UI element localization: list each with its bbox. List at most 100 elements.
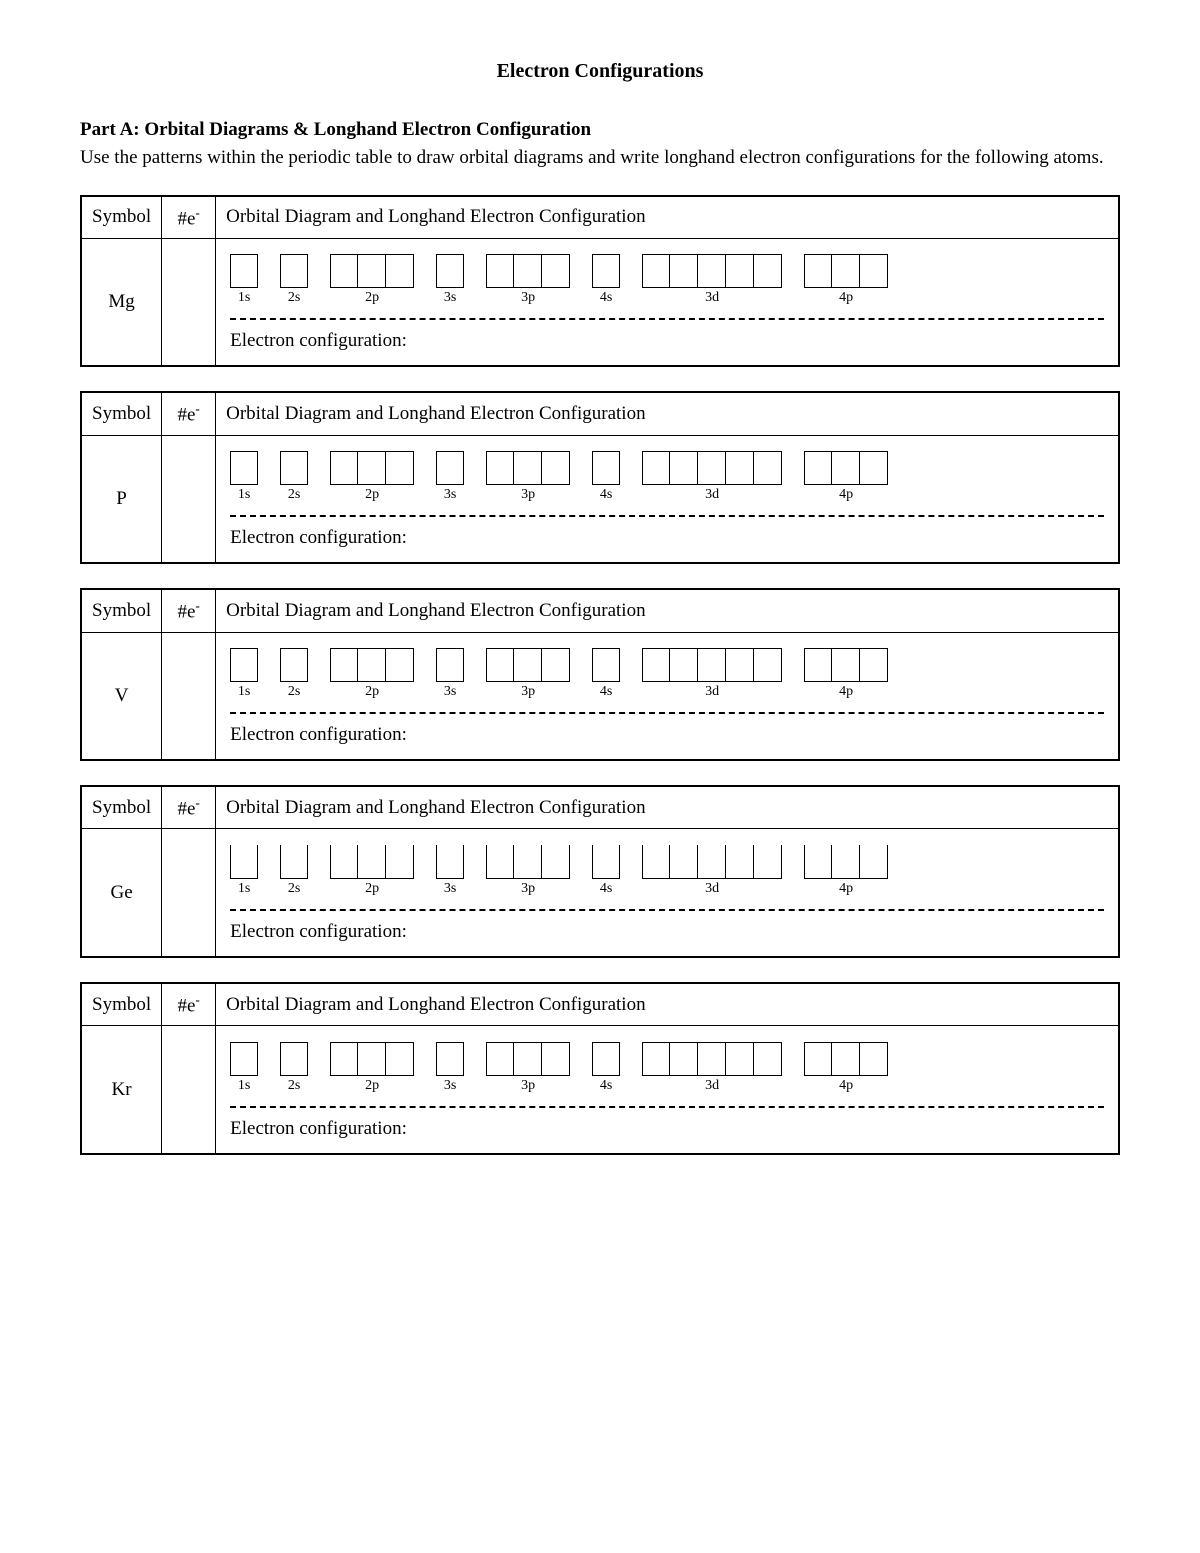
- orbital-box[interactable]: [670, 1042, 698, 1076]
- orbital-box[interactable]: [436, 254, 464, 288]
- orbital-box[interactable]: [832, 451, 860, 485]
- orbital-box[interactable]: [280, 845, 308, 879]
- orbital-box[interactable]: [698, 648, 726, 682]
- orbital-box[interactable]: [726, 648, 754, 682]
- orbital-box[interactable]: [804, 648, 832, 682]
- orbital-box[interactable]: [670, 451, 698, 485]
- orbital-box[interactable]: [230, 648, 258, 682]
- orbital-box[interactable]: [754, 1042, 782, 1076]
- electron-config-line[interactable]: Electron configuration:: [230, 517, 1104, 561]
- orbital-box[interactable]: [804, 451, 832, 485]
- orbital-box[interactable]: [486, 254, 514, 288]
- orbital-box[interactable]: [386, 451, 414, 485]
- orbital-box[interactable]: [514, 451, 542, 485]
- orbital-box[interactable]: [436, 451, 464, 485]
- orbital-box[interactable]: [436, 845, 464, 879]
- orbital-box[interactable]: [860, 845, 888, 879]
- orbital-box[interactable]: [514, 648, 542, 682]
- orbital-box[interactable]: [642, 1042, 670, 1076]
- orbital-box[interactable]: [486, 1042, 514, 1076]
- orbital-box[interactable]: [514, 1042, 542, 1076]
- orbital-box[interactable]: [230, 1042, 258, 1076]
- orbital-box[interactable]: [542, 845, 570, 879]
- orbital-box[interactable]: [330, 254, 358, 288]
- orbital-box[interactable]: [698, 254, 726, 288]
- orbital-box[interactable]: [386, 648, 414, 682]
- orbital-box[interactable]: [486, 845, 514, 879]
- num-e-cell[interactable]: [162, 1026, 216, 1154]
- orbital-box[interactable]: [280, 1042, 308, 1076]
- orbital-box[interactable]: [330, 1042, 358, 1076]
- orbital-box[interactable]: [754, 254, 782, 288]
- orbital-box[interactable]: [514, 254, 542, 288]
- num-e-cell[interactable]: [162, 435, 216, 563]
- orbital-box[interactable]: [542, 648, 570, 682]
- orbital-box[interactable]: [754, 648, 782, 682]
- orbital-box[interactable]: [670, 648, 698, 682]
- orbital-box[interactable]: [386, 845, 414, 879]
- orbital-box[interactable]: [860, 648, 888, 682]
- orbital-box[interactable]: [592, 254, 620, 288]
- orbital-box[interactable]: [358, 451, 386, 485]
- orbital-box[interactable]: [230, 451, 258, 485]
- orbital-box[interactable]: [280, 254, 308, 288]
- orbital-box[interactable]: [386, 254, 414, 288]
- orbital-box[interactable]: [832, 648, 860, 682]
- orbital-box[interactable]: [330, 845, 358, 879]
- orbital-box[interactable]: [486, 451, 514, 485]
- orbital-box[interactable]: [542, 451, 570, 485]
- orbital-box[interactable]: [436, 648, 464, 682]
- orbital-box[interactable]: [860, 451, 888, 485]
- orbital-box[interactable]: [330, 648, 358, 682]
- orbital-box[interactable]: [726, 1042, 754, 1076]
- orbital-box[interactable]: [436, 1042, 464, 1076]
- orbital-box[interactable]: [358, 648, 386, 682]
- num-e-cell[interactable]: [162, 632, 216, 760]
- orbital-box[interactable]: [832, 254, 860, 288]
- orbital-box[interactable]: [386, 1042, 414, 1076]
- orbital-box[interactable]: [698, 1042, 726, 1076]
- orbital-box[interactable]: [280, 451, 308, 485]
- num-e-cell[interactable]: [162, 829, 216, 957]
- orbital-box[interactable]: [280, 648, 308, 682]
- orbital-box[interactable]: [642, 254, 670, 288]
- orbital-box[interactable]: [726, 451, 754, 485]
- electron-config-line[interactable]: Electron configuration:: [230, 911, 1104, 955]
- orbital-box[interactable]: [592, 1042, 620, 1076]
- orbital-box[interactable]: [670, 845, 698, 879]
- orbital-box[interactable]: [642, 845, 670, 879]
- electron-config-line[interactable]: Electron configuration:: [230, 1108, 1104, 1152]
- orbital-box[interactable]: [754, 845, 782, 879]
- orbital-box[interactable]: [592, 648, 620, 682]
- orbital-box[interactable]: [642, 451, 670, 485]
- orbital-box[interactable]: [592, 451, 620, 485]
- orbital-box[interactable]: [754, 451, 782, 485]
- orbital-box[interactable]: [698, 845, 726, 879]
- orbital-box[interactable]: [804, 845, 832, 879]
- orbital-box[interactable]: [358, 1042, 386, 1076]
- orbital-box[interactable]: [642, 648, 670, 682]
- orbital-box[interactable]: [860, 1042, 888, 1076]
- electron-config-line[interactable]: Electron configuration:: [230, 714, 1104, 758]
- orbital-box[interactable]: [230, 254, 258, 288]
- orbital-box[interactable]: [726, 845, 754, 879]
- orbital-box[interactable]: [514, 845, 542, 879]
- orbital-box[interactable]: [804, 1042, 832, 1076]
- orbital-box[interactable]: [804, 254, 832, 288]
- num-e-cell[interactable]: [162, 238, 216, 366]
- orbital-box[interactable]: [542, 1042, 570, 1076]
- orbital-box[interactable]: [726, 254, 754, 288]
- orbital-box[interactable]: [542, 254, 570, 288]
- orbital-box[interactable]: [358, 845, 386, 879]
- electron-config-line[interactable]: Electron configuration:: [230, 320, 1104, 364]
- orbital-box[interactable]: [486, 648, 514, 682]
- orbital-box[interactable]: [358, 254, 386, 288]
- orbital-box[interactable]: [860, 254, 888, 288]
- orbital-box[interactable]: [832, 1042, 860, 1076]
- orbital-box[interactable]: [832, 845, 860, 879]
- orbital-box[interactable]: [670, 254, 698, 288]
- orbital-box[interactable]: [230, 845, 258, 879]
- orbital-box[interactable]: [330, 451, 358, 485]
- orbital-box[interactable]: [698, 451, 726, 485]
- orbital-box[interactable]: [592, 845, 620, 879]
